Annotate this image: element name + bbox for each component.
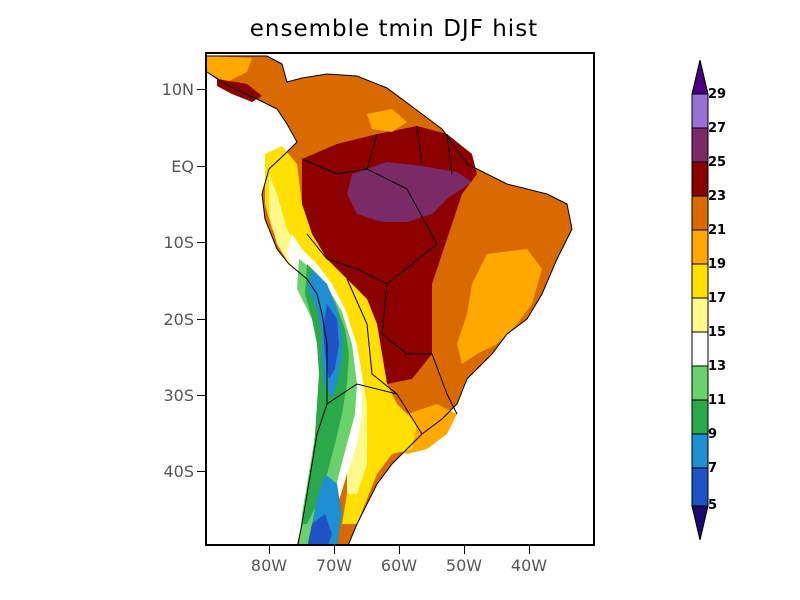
map-title: ensemble tmin DJF hist	[249, 16, 539, 42]
temperature-map	[207, 55, 573, 544]
colorbar-label: 7	[708, 461, 718, 476]
y-tick	[197, 319, 205, 320]
colorbar-label: 23	[708, 189, 727, 204]
colorbar-swatch	[691, 93, 709, 129]
colorbar-swatch	[691, 467, 709, 507]
x-tick	[464, 546, 465, 554]
colorbar-swatch	[691, 297, 709, 333]
colorbar-swatch	[691, 263, 709, 299]
y-tick	[197, 89, 205, 90]
zone-17-19	[265, 146, 417, 524]
y-tick-label: 40S	[163, 462, 194, 481]
y-tick	[197, 242, 205, 243]
y-tick-label: 30S	[163, 386, 194, 405]
colorbar-label: 21	[708, 223, 727, 238]
colorbar-label: 19	[708, 257, 727, 272]
colorbar-under-arrow	[691, 505, 709, 540]
x-tick	[334, 546, 335, 554]
y-tick-label: 10S	[163, 233, 194, 252]
colorbar-label: 15	[708, 325, 727, 340]
x-tick	[399, 546, 400, 554]
colorbar-label: 29	[708, 87, 727, 102]
central-america	[207, 56, 252, 82]
colorbar-label: 9	[708, 427, 718, 442]
x-tick-label: 40W	[510, 556, 548, 575]
x-tick-label: 60W	[380, 556, 418, 575]
colorbar-swatch	[691, 161, 709, 197]
colorbar-swatch	[691, 229, 709, 265]
x-tick	[529, 546, 530, 554]
map-panel	[205, 52, 595, 546]
colorbar-label: 27	[708, 121, 727, 136]
x-tick	[269, 546, 270, 554]
colorbar-label: 5	[708, 498, 718, 513]
colorbar-over-arrow	[691, 60, 709, 95]
y-tick-label: EQ	[171, 157, 194, 176]
x-tick-label: 50W	[445, 556, 483, 575]
colorbar-swatch	[691, 127, 709, 163]
y-tick	[197, 395, 205, 396]
colorbar-swatch	[691, 365, 709, 401]
y-tick-label: 20S	[163, 310, 194, 329]
y-tick-label: 10N	[161, 80, 194, 99]
colorbar	[691, 60, 709, 540]
zone-19-21	[457, 249, 542, 364]
colorbar-label: 13	[708, 359, 727, 374]
colorbar-label: 11	[708, 393, 727, 408]
y-tick	[197, 471, 205, 472]
colorbar-label: 25	[708, 155, 727, 170]
x-tick-label: 80W	[250, 556, 288, 575]
colorbar-swatch	[691, 433, 709, 469]
zone-5-7-south	[307, 514, 332, 544]
zone-25-27	[347, 162, 472, 222]
colorbar-swatch	[691, 399, 709, 435]
zone-19-21-north	[367, 109, 407, 132]
x-tick-label: 70W	[315, 556, 353, 575]
colorbar-swatch	[691, 195, 709, 231]
y-tick	[197, 166, 205, 167]
colorbar-label: 17	[708, 291, 727, 306]
coastline	[207, 55, 573, 544]
colorbar-swatch	[691, 331, 709, 367]
country-borders	[301, 125, 458, 435]
